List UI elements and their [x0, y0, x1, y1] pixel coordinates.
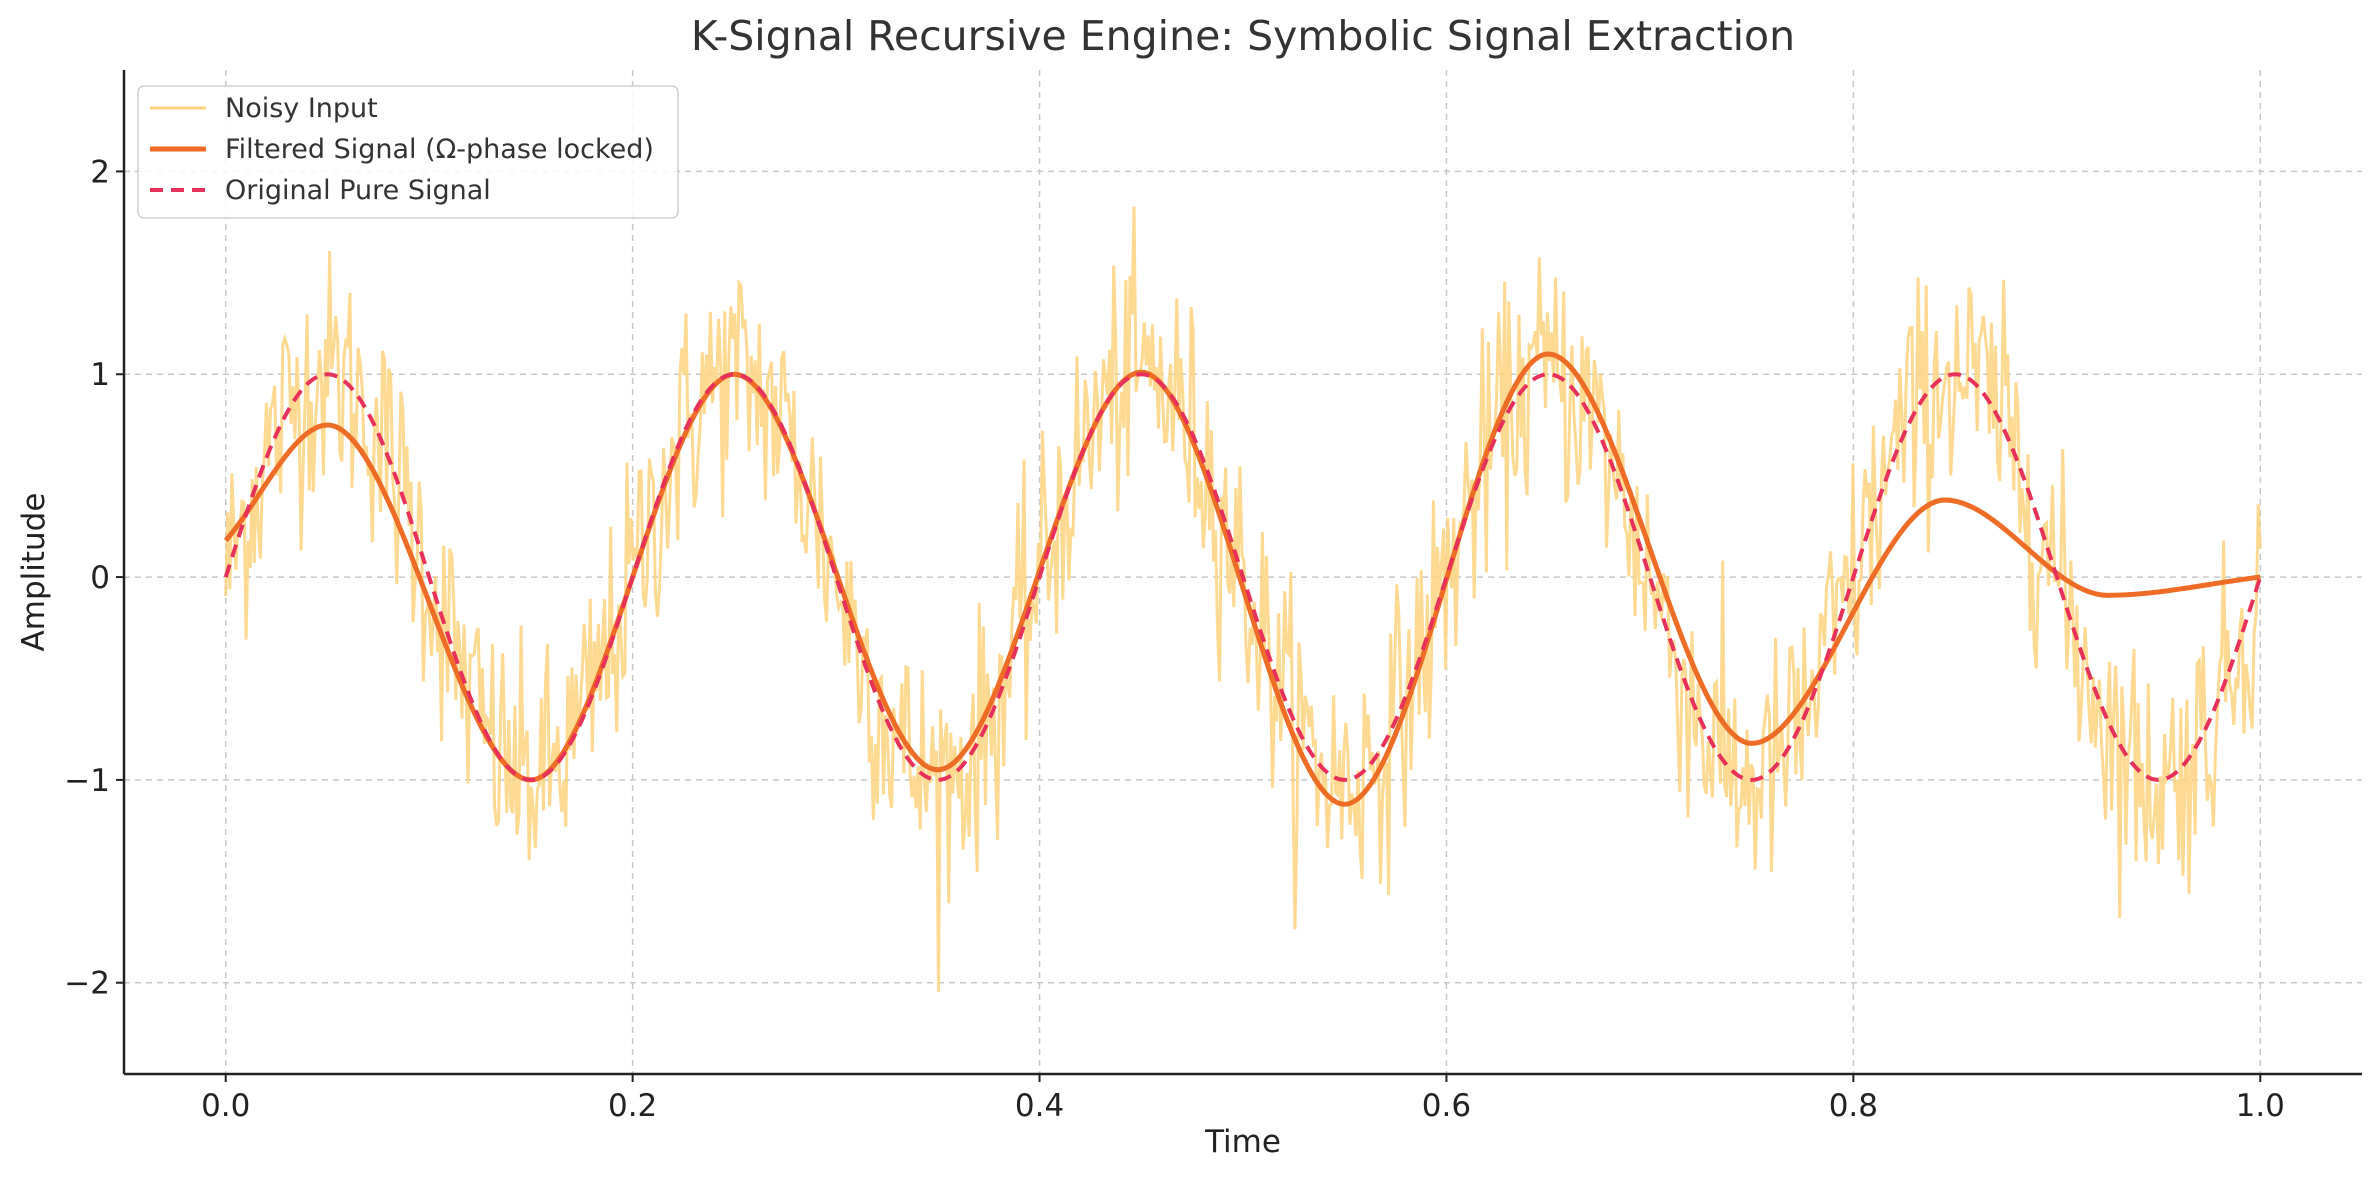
y-tick-label: 0: [90, 560, 110, 596]
series-original-pure-signal: [223, 372, 2263, 782]
x-tick-label: 0.6: [1422, 1088, 1471, 1124]
x-axis-label: Time: [1204, 1124, 1281, 1160]
series-noisy-input: [224, 206, 2262, 992]
legend-box: [137, 85, 679, 219]
axes: [122, 70, 2362, 1076]
legend-label: Noisy Input: [225, 93, 378, 124]
y-tick-label: 1: [90, 357, 110, 393]
x-tick-label: 0.2: [608, 1088, 657, 1124]
legend-label: Filtered Signal (Ω-phase locked): [225, 134, 654, 165]
plot-lines: [223, 206, 2263, 992]
legend-label: Original Pure Signal: [225, 175, 491, 206]
x-tick-label: 0.0: [201, 1088, 250, 1124]
y-tick-label: 2: [90, 154, 110, 190]
chart-title: K-Signal Recursive Engine: Symbolic Sign…: [691, 12, 1795, 60]
y-axis-label: Amplitude: [16, 493, 52, 652]
x-tick-label: 0.4: [1015, 1088, 1064, 1124]
y-tick-label: −1: [64, 763, 110, 799]
legend: Noisy Input Filtered Signal (Ω-phase lock…: [137, 85, 679, 219]
x-tick-label: 0.8: [1829, 1088, 1878, 1124]
y-tick-label: −2: [64, 966, 110, 1002]
ticks: 0.0 0.2 0.4 0.6 0.8 1.0 −2 −1 0 1 2: [64, 154, 2285, 1124]
x-tick-label: 1.0: [2236, 1088, 2285, 1124]
